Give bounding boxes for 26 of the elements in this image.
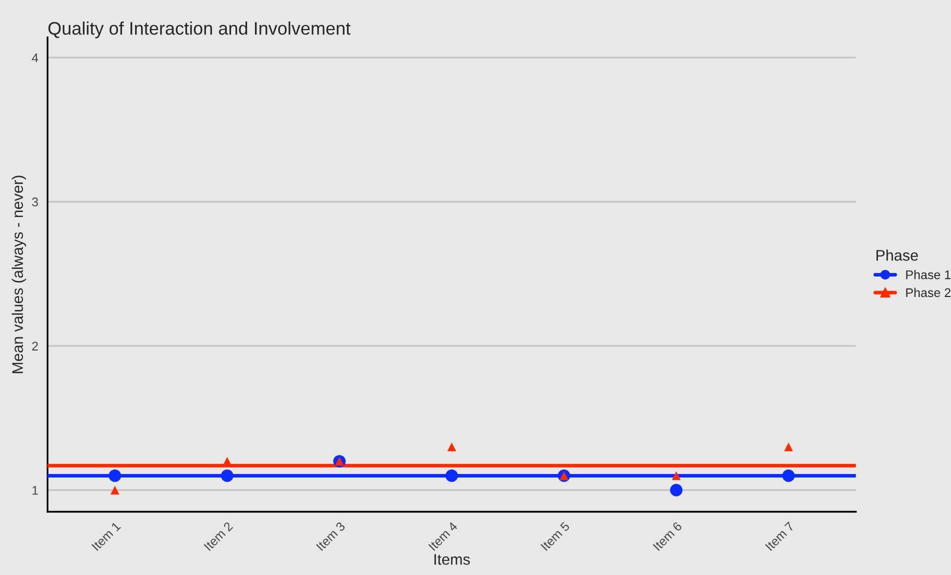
y-tick-label: 1 [32,486,38,495]
x-tick-label: Item 1 [91,522,121,552]
y-axis-title: Mean values (always - never) [12,176,26,374]
x-tick-label: Item 2 [204,521,234,552]
point [447,442,456,452]
legend-label: Phase 2 [906,288,950,298]
point [782,469,795,482]
chart-title: Quality of Interaction and Involvement [48,22,351,38]
x-tick-label: Item 6 [652,521,682,552]
point [670,484,682,496]
y-tick-label: 3 [32,198,38,206]
point [672,471,681,480]
point [446,469,458,482]
legend-title: Phase [876,250,918,261]
point [784,442,793,452]
point [220,469,234,482]
legend-label: Phase 1 [906,270,950,280]
x-axis-title: Items [434,554,470,565]
x-tick-label: Item 7 [765,522,795,552]
x-tick-label: Item 4 [428,521,458,552]
y-tick-label: 4 [32,53,38,62]
point [108,469,122,482]
x-tick-label: Item 3 [316,521,346,552]
point [110,486,120,495]
y-tick-label: 2 [32,342,38,350]
x-tick-label: Item 5 [540,521,570,552]
